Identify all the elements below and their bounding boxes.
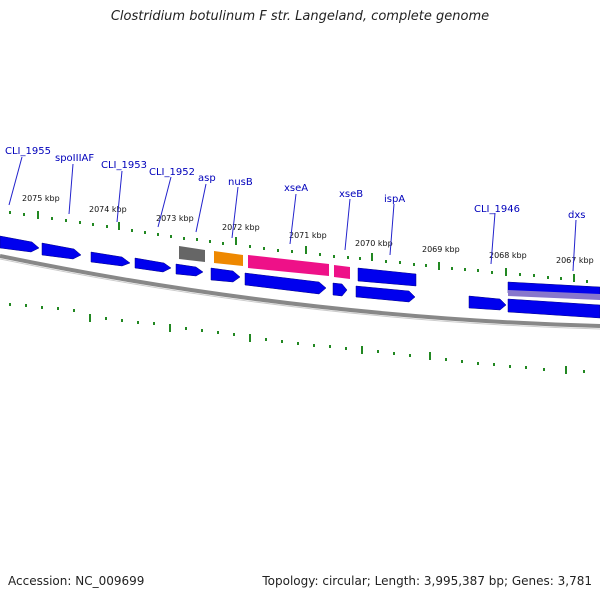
gene-arrow — [0, 235, 40, 253]
upper-tick-row — [9, 211, 588, 283]
gene-arrow — [507, 298, 600, 319]
kbp-label: 2071 kbp — [289, 231, 327, 240]
accession-text: Accession: NC_009699 — [8, 574, 145, 588]
gene-label-cli-1946: CLI_1946 — [474, 204, 520, 215]
upper-gene-track — [0, 235, 600, 300]
gene-labels: CLI_1955 spoIIIAF CLI_1953 CLI_1952 asp … — [5, 146, 585, 221]
gene-label-asp: asp — [198, 173, 216, 184]
gene-feature-orange — [214, 251, 243, 266]
gene-label-nusb: nusB — [228, 177, 253, 188]
kbp-label: 2074 kbp — [89, 205, 127, 214]
gene-label-cli-1952: CLI_1952 — [149, 167, 195, 178]
kbp-label: 2073 kbp — [156, 214, 194, 223]
gene-arrow — [134, 257, 172, 273]
lower-gene-track — [210, 267, 600, 319]
label-leaders — [8, 156, 577, 272]
kbp-label: 2069 kbp — [422, 245, 460, 254]
kbp-label: 2068 kbp — [489, 251, 527, 260]
gene-feature-magenta — [334, 265, 350, 279]
genome-backbone-shadow — [0, 258, 600, 330]
gene-label-ispa: ispA — [384, 194, 405, 205]
gene-arrow — [355, 285, 416, 303]
genome-backbone — [0, 254, 600, 328]
gene-arrow — [175, 263, 204, 277]
gene-arrow — [244, 272, 327, 295]
gene-label-xsea: xseA — [284, 183, 308, 194]
gene-label-xseb: xseB — [339, 189, 363, 200]
kbp-label: 2070 kbp — [355, 239, 393, 248]
gene-label-spoiiiaf: spoIIIAF — [55, 153, 94, 164]
map-title: Clostridium botulinum F str. Langeland, … — [110, 9, 490, 24]
gene-arrow — [41, 242, 82, 260]
gene-arrow — [332, 282, 348, 297]
genome-summary-text: Topology: circular; Length: 3,995,387 bp… — [262, 574, 592, 588]
gene-label-dxs: dxs — [568, 210, 585, 221]
gene-label-cli-1955: CLI_1955 — [5, 146, 51, 157]
gene-arrow — [357, 267, 417, 287]
kbp-labels: 2075 kbp 2074 kbp 2073 kbp 2072 kbp 2071… — [22, 194, 594, 265]
gene-feature-grey — [179, 246, 205, 262]
gene-arrow — [90, 251, 131, 267]
lower-tick-row — [9, 303, 585, 374]
kbp-label: 2075 kbp — [22, 194, 60, 203]
kbp-label: 2072 kbp — [222, 223, 260, 232]
gene-feature-shade — [508, 290, 600, 300]
gene-arrow — [210, 267, 241, 283]
gene-label-cli-1953: CLI_1953 — [101, 160, 147, 171]
gene-arrow — [468, 295, 507, 311]
gene-feature-magenta — [248, 255, 329, 276]
kbp-label: 2067 kbp — [556, 256, 594, 265]
